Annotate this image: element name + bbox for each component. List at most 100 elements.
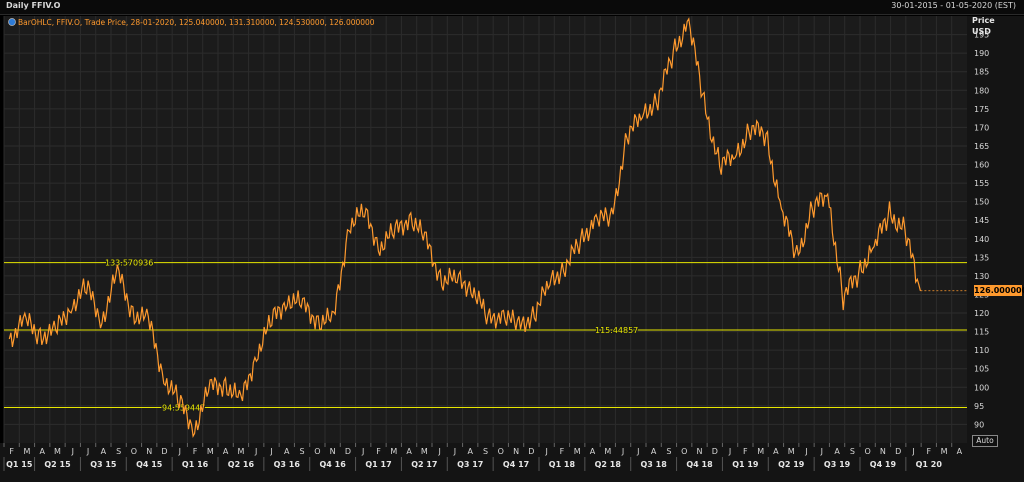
month-label: J (804, 447, 807, 456)
auto-scale-button[interactable]: Auto (972, 435, 998, 447)
y-tick-label: 130 (974, 272, 989, 281)
y-tick-label: 165 (974, 142, 989, 151)
y-tick-label: 100 (974, 383, 989, 392)
month-label: S (483, 447, 488, 456)
month-label: M (207, 447, 214, 456)
quarter-label: Q2 19 (778, 460, 805, 469)
month-label: M (574, 447, 581, 456)
month-label: A (39, 447, 45, 456)
month-label: D (712, 447, 718, 456)
quarter-label: Q1 16 (182, 460, 209, 469)
month-label: N (697, 447, 703, 456)
quarter-label: Q4 17 (503, 460, 529, 469)
y-tick-label: 195 (974, 31, 989, 40)
month-label: N (513, 447, 519, 456)
month-label: M (757, 447, 764, 456)
y-tick-label: 95 (974, 402, 984, 411)
month-label: F (9, 447, 14, 456)
month-label: M (390, 447, 397, 456)
month-label: D (528, 447, 534, 456)
month-label: A (101, 447, 107, 456)
quarter-label: Q3 16 (274, 460, 301, 469)
y-axis-title-unit: USD (972, 27, 991, 36)
plot-area (4, 16, 967, 443)
month-label: J (361, 447, 364, 456)
month-label: J (269, 447, 272, 456)
month-label: J (728, 447, 731, 456)
month-label: A (957, 447, 963, 456)
month-label: A (651, 447, 657, 456)
month-label: M (941, 447, 948, 456)
quarter-label: Q3 17 (457, 460, 483, 469)
quarter-label: Q1 20 (916, 460, 943, 469)
month-label: F (743, 447, 748, 456)
month-label: N (330, 447, 336, 456)
quarter-label: Q3 19 (824, 460, 851, 469)
month-label: J (437, 447, 440, 456)
quarter-label: Q4 15 (136, 460, 163, 469)
y-axis-title-price: Price (972, 16, 995, 25)
month-label: M (421, 447, 428, 456)
month-label: F (376, 447, 381, 456)
quarter-label: Q4 19 (870, 460, 897, 469)
price-series-line (8, 17, 921, 438)
chart-title: Daily FFIV.O (6, 1, 61, 10)
date-range: 30-01-2015 - 01-05-2020 (EST) (891, 1, 1016, 10)
y-tick-label: 160 (974, 161, 989, 170)
month-label: D (895, 447, 901, 456)
y-tick-label: 135 (974, 253, 989, 262)
month-label: J (911, 447, 914, 456)
quarter-label: Q1 15 (6, 460, 33, 469)
month-label: D (161, 447, 167, 456)
quarter-label: Q1 18 (549, 460, 576, 469)
month-label: F (560, 447, 565, 456)
month-label: O (681, 447, 687, 456)
y-tick-label: 180 (974, 86, 989, 95)
x-axis-panel (0, 443, 1024, 482)
month-label: M (54, 447, 61, 456)
month-label: M (788, 447, 795, 456)
y-tick-label: 150 (974, 198, 989, 207)
month-label: D (345, 447, 351, 456)
month-label: O (498, 447, 504, 456)
y-tick-label: 190 (974, 49, 989, 58)
month-label: N (880, 447, 886, 456)
y-tick-label: 170 (974, 123, 989, 132)
month-label: J (254, 447, 257, 456)
month-label: J (178, 447, 181, 456)
month-label: A (773, 447, 779, 456)
y-tick-label: 115 (974, 328, 989, 337)
month-label: A (834, 447, 840, 456)
y-tick-label: 155 (974, 179, 989, 188)
legend-series-icon (8, 18, 16, 26)
y-tick-label: 105 (974, 365, 989, 374)
quarter-label: Q1 19 (732, 460, 759, 469)
month-label: O (314, 447, 320, 456)
quarter-label: Q4 18 (686, 460, 713, 469)
month-label: A (467, 447, 473, 456)
month-label: A (406, 447, 412, 456)
month-label: O (864, 447, 870, 456)
month-label: O (131, 447, 137, 456)
reference-line-label: 115.44857 (595, 326, 638, 335)
month-label: N (146, 447, 152, 456)
y-tick-label: 175 (974, 105, 989, 114)
month-label: J (820, 447, 823, 456)
month-label: M (604, 447, 611, 456)
month-label: M (237, 447, 244, 456)
quarter-label: Q3 15 (90, 460, 117, 469)
month-label: J (621, 447, 624, 456)
quarter-label: Q1 17 (365, 460, 391, 469)
y-tick-label: 185 (974, 68, 989, 77)
y-tick-label: 90 (974, 420, 984, 429)
month-label: S (850, 447, 855, 456)
quarter-label: Q2 16 (228, 460, 255, 469)
quarter-label: Q3 18 (640, 460, 667, 469)
y-tick-label: 140 (974, 235, 989, 244)
quarter-label: Q2 18 (595, 460, 622, 469)
window-titlebar: Daily FFIV.O 30-01-2015 - 01-05-2020 (ES… (0, 0, 1024, 15)
y-tick-label: 145 (974, 216, 989, 225)
month-label: J (86, 447, 89, 456)
quarter-label: Q2 17 (411, 460, 437, 469)
